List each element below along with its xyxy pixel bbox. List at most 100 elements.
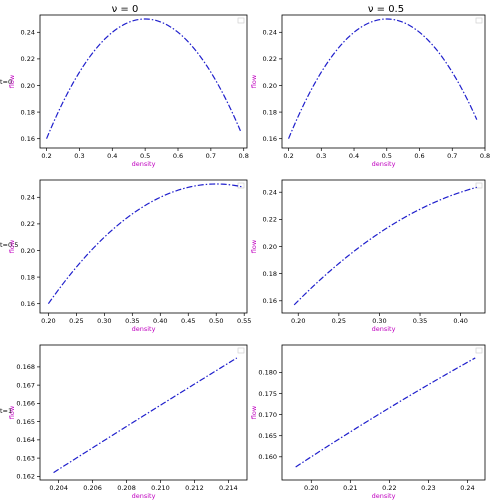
panel-2: 0.2 0.3 0.4 0.5 0.6 0.7 0.8 0.16 0.18 0.20 0.22 0.2… bbox=[250, 14, 490, 168]
row-label-t0: t=0 bbox=[0, 78, 12, 86]
y-axis-label: flow bbox=[250, 239, 258, 253]
y-tick-label: 0.166 bbox=[16, 400, 35, 408]
panel-6: 0.20 0.21 0.22 0.23 0.24 0.160 0.165 0.170 0.175… bbox=[250, 344, 486, 500]
x-tick-label: 0.55 bbox=[237, 317, 251, 325]
x-tick-label: 0.6 bbox=[414, 152, 424, 160]
legend-box bbox=[475, 182, 483, 189]
y-tick-label: 0.20 bbox=[21, 247, 35, 255]
y-tick-label: 0.20 bbox=[21, 82, 35, 90]
y-tick-label: 0.16 bbox=[21, 300, 35, 308]
x-axis-label: density bbox=[372, 492, 396, 500]
x-tick-label: 0.35 bbox=[413, 317, 427, 325]
row-label-t05: t=0.5 bbox=[0, 241, 18, 249]
row-label-t1: t=1 bbox=[0, 407, 12, 415]
x-tick-label: 0.21 bbox=[343, 484, 357, 492]
x-tick-label: 0.20 bbox=[41, 317, 55, 325]
y-tick-label: 0.167 bbox=[16, 381, 35, 389]
y-tick-label: 0.20 bbox=[263, 82, 277, 90]
x-axis-label: density bbox=[132, 325, 156, 333]
x-axis-label: density bbox=[372, 160, 396, 168]
x-tick-label: 0.24 bbox=[460, 484, 474, 492]
y-tick-label: 0.163 bbox=[16, 454, 35, 462]
x-tick-label: 0.214 bbox=[219, 484, 238, 492]
series-line bbox=[287, 18, 478, 139]
x-tick-label: 0.35 bbox=[125, 317, 139, 325]
x-axis-label: density bbox=[132, 160, 156, 168]
series-line bbox=[53, 357, 238, 474]
y-tick-label: 0.18 bbox=[21, 273, 35, 281]
x-tick-label: 0.208 bbox=[117, 484, 136, 492]
y-tick-label: 0.180 bbox=[258, 369, 277, 377]
y-tick-label: 0.24 bbox=[263, 29, 277, 37]
panel-5: 0.204 0.206 0.208 0.210 0.212 0.214 0.162 0.163… bbox=[8, 344, 248, 500]
x-tick-label: 0.45 bbox=[181, 317, 195, 325]
x-tick-label: 0.30 bbox=[372, 317, 386, 325]
x-tick-label: 0.204 bbox=[49, 484, 68, 492]
y-tick-label: 0.175 bbox=[258, 390, 277, 398]
y-tick-label: 0.20 bbox=[263, 243, 277, 251]
x-tick-label: 0.210 bbox=[151, 484, 170, 492]
legend-box bbox=[475, 17, 483, 24]
x-tick-label: 0.3 bbox=[316, 152, 326, 160]
y-tick-label: 0.162 bbox=[16, 473, 35, 481]
x-tick-label: 0.6 bbox=[173, 152, 183, 160]
y-tick-label: 0.16 bbox=[263, 135, 277, 143]
y-axis-label: flow bbox=[8, 405, 16, 419]
panel-1: 0.2 0.3 0.4 0.5 0.6 0.7 0.8 0.16 0.18 0.20 0.22 0.2… bbox=[8, 14, 249, 168]
y-tick-label: 0.24 bbox=[21, 29, 35, 37]
y-tick-label: 0.22 bbox=[263, 216, 277, 224]
y-tick-label: 0.164 bbox=[16, 436, 35, 444]
x-tick-label: 0.206 bbox=[83, 484, 102, 492]
y-tick-label: 0.24 bbox=[263, 189, 277, 197]
axes-frame bbox=[39, 14, 248, 149]
y-axis-label: flow bbox=[250, 74, 258, 88]
y-tick-label: 0.18 bbox=[263, 270, 277, 278]
legend-box bbox=[475, 347, 483, 354]
x-tick-label: 0.20 bbox=[304, 484, 318, 492]
y-tick-label: 0.18 bbox=[263, 108, 277, 116]
x-axis-label: density bbox=[372, 325, 396, 333]
x-tick-label: 0.25 bbox=[69, 317, 83, 325]
x-tick-label: 0.50 bbox=[209, 317, 223, 325]
x-tick-label: 0.40 bbox=[453, 317, 467, 325]
x-tick-label: 0.23 bbox=[421, 484, 435, 492]
panel-3: 0.20 0.25 0.30 0.35 0.40 0.45 0.50 0.55 0.16 0.18… bbox=[8, 179, 251, 333]
x-tick-label: 0.5 bbox=[382, 152, 392, 160]
x-tick-label: 0.212 bbox=[185, 484, 204, 492]
x-tick-label: 0.7 bbox=[447, 152, 457, 160]
x-tick-label: 0.40 bbox=[153, 317, 167, 325]
legend-box bbox=[237, 182, 245, 189]
series-line bbox=[46, 18, 241, 139]
y-tick-label: 0.160 bbox=[258, 453, 277, 461]
x-tick-label: 0.5 bbox=[140, 152, 150, 160]
x-tick-label: 0.2 bbox=[283, 152, 293, 160]
x-tick-label: 0.22 bbox=[382, 484, 396, 492]
x-tick-label: 0.30 bbox=[97, 317, 111, 325]
axes-frame bbox=[281, 14, 486, 149]
y-axis-label: flow bbox=[8, 239, 16, 253]
panel-4: 0.20 0.25 0.30 0.35 0.40 0.16 0.18 0.20 0.22 0.24… bbox=[250, 179, 486, 333]
x-tick-label: 0.7 bbox=[206, 152, 216, 160]
axes-frame bbox=[39, 344, 248, 481]
x-tick-label: 0.8 bbox=[480, 152, 490, 160]
column-title-nu-0: ν = 0 bbox=[112, 4, 139, 15]
series-line bbox=[293, 186, 478, 306]
y-tick-label: 0.165 bbox=[258, 432, 277, 440]
series-line bbox=[47, 183, 242, 305]
y-tick-label: 0.24 bbox=[21, 194, 35, 202]
y-tick-label: 0.22 bbox=[21, 220, 35, 228]
legend-box bbox=[237, 347, 245, 354]
axes-frame bbox=[39, 179, 248, 314]
legend-box bbox=[237, 17, 245, 24]
y-tick-label: 0.170 bbox=[258, 411, 277, 419]
y-axis-label: flow bbox=[8, 74, 16, 88]
column-title-nu-0.5: ν = 0.5 bbox=[368, 4, 404, 15]
x-tick-label: 0.4 bbox=[349, 152, 359, 160]
y-tick-label: 0.22 bbox=[263, 55, 277, 63]
y-tick-label: 0.16 bbox=[263, 297, 277, 305]
x-tick-label: 0.4 bbox=[107, 152, 117, 160]
axes-frame bbox=[281, 179, 486, 314]
y-axis-label: flow bbox=[250, 405, 258, 419]
x-axis-label: density bbox=[132, 492, 156, 500]
